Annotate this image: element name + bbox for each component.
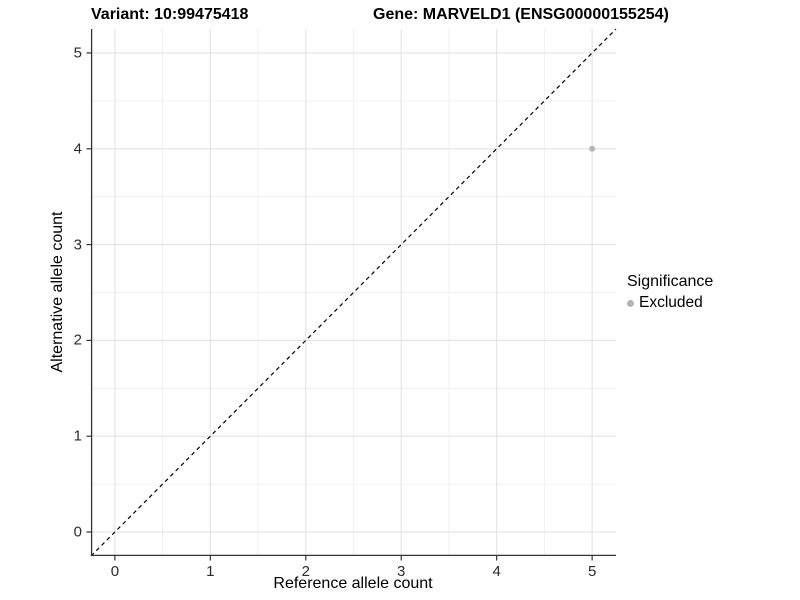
data-point (589, 145, 596, 152)
x-tick-label: 2 (301, 563, 310, 580)
x-tick-label: 0 (110, 563, 120, 580)
plot-title-variant: Variant: 10:99475418 (91, 6, 249, 23)
legend-title: Significance (627, 273, 714, 290)
x-axis-title: Reference allele count (273, 575, 433, 592)
identity-dashed-line (90, 28, 617, 557)
x-tick-label: 1 (206, 563, 215, 580)
legend-item-excluded: Excluded (627, 294, 713, 312)
legend-dot-icon (627, 299, 634, 307)
y-tick-label: 3 (73, 236, 82, 254)
y-tick-label: 0 (73, 523, 82, 541)
y-tick-label: 5 (73, 44, 82, 62)
plot-svg (86, 28, 617, 561)
x-tick-label: 4 (492, 563, 501, 580)
plot-title-gene: Gene: MARVELD1 (ENSG00000155254) (373, 6, 669, 23)
y-tick-label: 1 (73, 427, 82, 445)
y-tick-label: 4 (73, 140, 82, 158)
x-tick-label: 3 (397, 563, 406, 580)
y-tick-label: 2 (73, 331, 82, 349)
legend-item-label: Excluded (639, 294, 703, 311)
plot-panel (86, 28, 617, 561)
x-tick-label: 5 (587, 563, 597, 580)
legend: Significance Excluded (627, 273, 713, 312)
y-axis-title: Alternative allele count (49, 211, 66, 373)
